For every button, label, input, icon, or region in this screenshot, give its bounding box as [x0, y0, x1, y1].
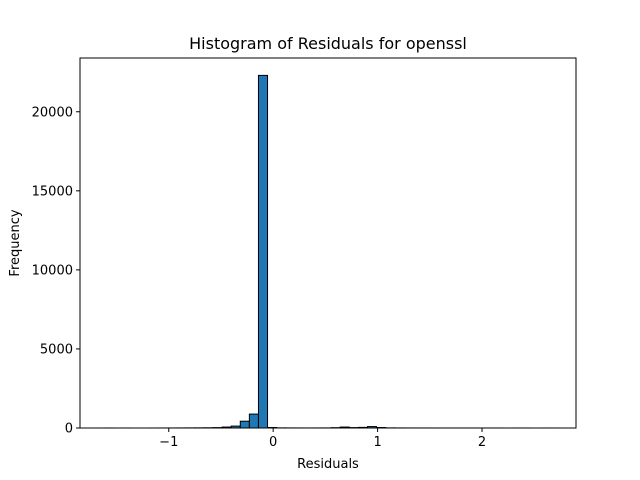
histogram-bar — [248, 413, 259, 429]
x-tick-label: 2 — [478, 435, 486, 450]
x-tick-label: −1 — [159, 435, 178, 450]
x-axis-label: Residuals — [297, 457, 359, 472]
plot-frame — [79, 57, 577, 429]
y-tick-label: 10000 — [32, 263, 73, 278]
histogram-bars — [103, 74, 559, 429]
x-tick-label: 1 — [373, 435, 381, 450]
x-axis-ticks: −1 0 1 2 — [159, 428, 486, 450]
chart-title: Histogram of Residuals for openssl — [189, 34, 467, 53]
histogram-bar — [257, 74, 269, 429]
y-axis-ticks: 0 5000 10000 15000 20000 — [32, 105, 80, 437]
y-tick-label: 0 — [65, 422, 73, 437]
y-tick-label: 20000 — [32, 105, 73, 120]
y-tick-label: 15000 — [32, 184, 73, 199]
y-tick-label: 5000 — [40, 342, 73, 357]
y-axis-label: Frequency — [8, 209, 23, 276]
histogram-bar — [239, 420, 250, 429]
x-tick-label: 0 — [269, 435, 277, 450]
